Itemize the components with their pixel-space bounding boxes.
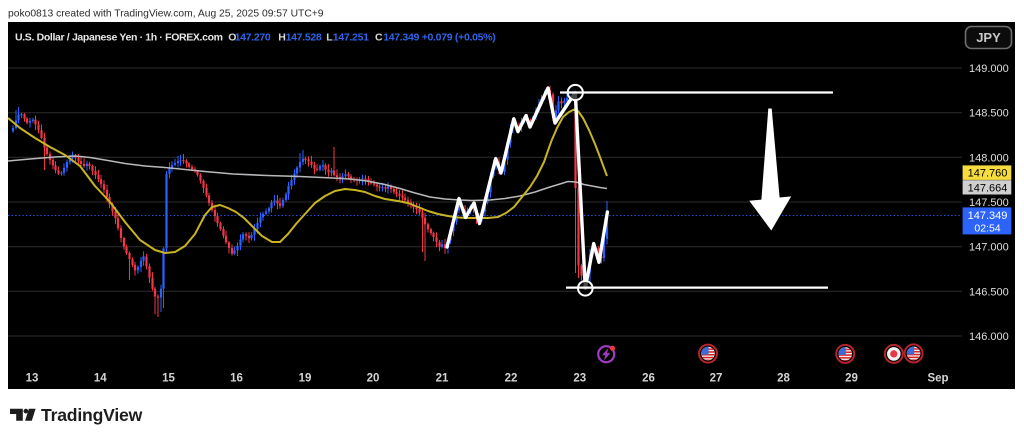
- svg-text:14: 14: [94, 373, 107, 385]
- svg-text:JPY: JPY: [976, 30, 1001, 45]
- svg-text:27: 27: [710, 373, 723, 385]
- svg-text:O: O: [228, 31, 236, 43]
- svg-text:147.000: 147.000: [969, 242, 1009, 254]
- svg-text:147.664: 147.664: [968, 182, 1008, 194]
- svg-text:C: C: [375, 31, 383, 43]
- svg-text:TradingView: TradingView: [41, 405, 143, 425]
- svg-text:147.349: 147.349: [968, 210, 1008, 222]
- svg-text:Sep: Sep: [927, 373, 948, 385]
- svg-text:147.270: 147.270: [235, 31, 271, 43]
- svg-text:149.000: 149.000: [969, 63, 1009, 75]
- svg-text:L: L: [326, 31, 333, 43]
- svg-text:22: 22: [505, 373, 518, 385]
- svg-text:poko0813 created with TradingV: poko0813 created with TradingView.com, A…: [8, 9, 324, 20]
- svg-text:23: 23: [573, 373, 586, 385]
- svg-text:146.500: 146.500: [969, 286, 1009, 298]
- svg-text:147.500: 147.500: [969, 197, 1009, 209]
- svg-text:29: 29: [845, 373, 858, 385]
- svg-text:26: 26: [642, 373, 655, 385]
- svg-text:21: 21: [436, 373, 449, 385]
- svg-text:148.000: 148.000: [969, 152, 1009, 164]
- svg-text:U.S. Dollar / Japanese Yen · 1: U.S. Dollar / Japanese Yen · 1h · FOREX.…: [15, 32, 223, 44]
- svg-text:13: 13: [26, 373, 39, 385]
- svg-text:147.251: 147.251: [333, 31, 369, 43]
- svg-text:147.349: 147.349: [383, 31, 419, 43]
- svg-text:+0.079 (+0.05%): +0.079 (+0.05%): [422, 31, 496, 43]
- svg-text:19: 19: [299, 373, 312, 385]
- svg-text:148.500: 148.500: [969, 108, 1009, 120]
- svg-text:147.760: 147.760: [968, 168, 1008, 180]
- svg-text:16: 16: [230, 373, 243, 385]
- svg-text:147.528: 147.528: [286, 31, 322, 43]
- svg-text:02:54: 02:54: [974, 223, 1000, 235]
- svg-text:H: H: [278, 31, 286, 43]
- svg-text:20: 20: [367, 373, 380, 385]
- svg-text:146.000: 146.000: [969, 331, 1009, 343]
- svg-text:28: 28: [777, 373, 790, 385]
- svg-text:15: 15: [162, 373, 175, 385]
